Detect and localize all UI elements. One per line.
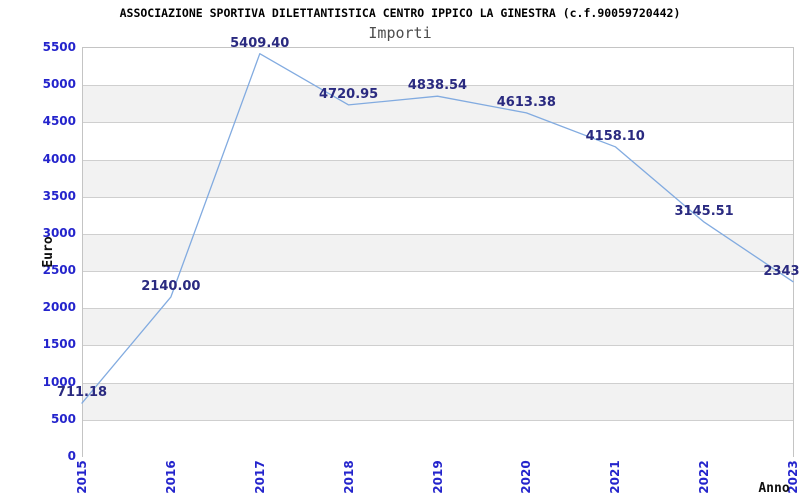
y-tick-label: 500 [50,411,76,426]
x-tick-label: 2017 [252,460,267,494]
x-tick-label: 2018 [341,460,356,494]
y-tick-label: 1000 [42,374,76,389]
gridline [83,122,793,124]
data-point-label: 4838.54 [407,78,468,94]
data-point-label: 711.18 [56,385,108,401]
data-point-label: 4158.10 [585,128,645,144]
y-tick-label: 1500 [42,337,76,352]
x-tick-label: 2015 [75,460,89,494]
plot-band [83,345,793,383]
plot-band [83,382,793,420]
y-tick-label: 4500 [42,114,76,129]
y-tick-label: 2000 [42,300,76,315]
data-point-label: 4720.95 [319,86,379,102]
y-axis-title: Euro [41,235,56,268]
plot-band [83,308,793,346]
y-tick-label: 5500 [42,40,76,54]
x-axis-title: Anno [758,481,790,496]
y-tick-label: 3000 [42,225,76,240]
data-point-label: 3145.51 [674,204,734,220]
plot-area [82,47,794,457]
gridline [83,345,793,347]
plot-band [83,419,793,457]
data-point-label: 2343.33 [763,263,800,279]
x-tick-label: 2016 [163,460,178,494]
x-tick-label: 2019 [430,460,445,494]
x-tick-label: 2021 [608,460,623,494]
chart-title: ASSOCIAZIONE SPORTIVA DILETTANTISTICA CE… [119,6,681,20]
plot-band [83,159,793,197]
x-tick-label: 2022 [697,460,712,494]
gridline [83,382,793,384]
y-tick-label: 4000 [42,151,76,166]
plot-band [83,233,793,272]
gridline [83,308,793,310]
data-point-label: 2140.00 [141,278,201,294]
gridline [83,233,793,235]
gridline [83,419,793,421]
y-tick-label: 5000 [42,77,76,92]
y-tick-label: 2500 [42,263,76,278]
y-tick-label: 0 [67,449,76,463]
gridline [83,159,793,161]
gridline [83,196,793,198]
data-point-label: 4613.38 [496,94,556,110]
y-tick-label: 3500 [42,188,76,203]
x-tick-label: 2020 [519,460,534,494]
chart-subtitle: Importi [368,24,432,42]
data-point-label: 5409.40 [230,35,290,51]
gridline [83,271,793,273]
plot-band [83,122,793,160]
